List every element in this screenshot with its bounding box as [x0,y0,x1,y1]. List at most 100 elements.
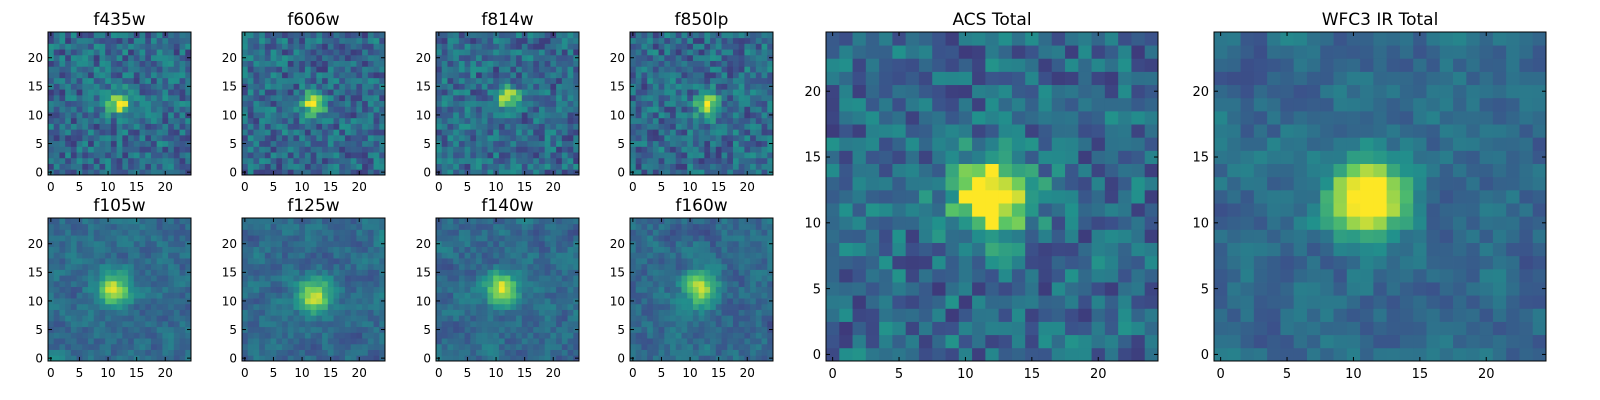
heatmap-cell [185,246,192,253]
heatmap-cell [145,320,152,328]
heatmap-cell [339,146,346,153]
heatmap-cell [721,355,728,362]
heatmap-cell [470,218,477,225]
heatmap-cell [441,163,448,170]
heatmap-cell [93,303,100,310]
heatmap-cell [105,269,112,276]
heatmap-cell [664,326,671,333]
heatmap-cell [264,49,271,56]
heatmap-cell [521,240,528,247]
heatmap-cell [470,258,477,265]
heatmap-cell [282,315,289,322]
heatmap-cell [53,332,60,339]
heatmap-cell [664,77,671,84]
heatmap-cell [573,229,580,236]
heatmap-cell [356,157,363,164]
heatmap-cell [767,100,774,107]
heatmap-cell [287,157,294,164]
heatmap-cell [510,112,517,119]
heatmap-cell [550,134,557,142]
heatmap-cell [344,123,352,130]
heatmap-cell [521,49,528,56]
heatmap-cell [556,146,563,153]
heatmap-cell [527,292,534,299]
heatmap-cell [259,240,266,247]
heatmap-cell [481,280,488,288]
heatmap-cell [687,280,694,288]
heatmap-cell [567,146,574,153]
heatmap-cell [664,332,671,339]
heatmap-cell [53,315,60,322]
heatmap-cell [476,146,483,153]
heatmap-cell [293,152,300,159]
heatmap-cell [116,83,123,90]
heatmap-cell [561,49,568,56]
heatmap-cell [116,140,123,147]
heatmap-cell [561,37,568,44]
heatmap-cell [744,106,751,113]
heatmap-cell [698,332,705,339]
heatmap-cell [253,349,260,356]
heatmap-cell [464,43,471,50]
heatmap-cell [327,49,334,56]
heatmap-cell [304,94,312,102]
heatmap-cell [276,163,283,170]
heatmap-cell [133,320,140,328]
heatmap-cell [453,229,460,236]
heatmap-cell [168,140,175,147]
heatmap-cell [333,252,340,259]
heatmap-cell [322,134,329,142]
heatmap-cell [476,54,483,61]
heatmap-cell [247,100,254,107]
heatmap-cell [48,134,55,142]
heatmap-cell [635,134,642,142]
heatmap-cell [516,123,523,130]
heatmap-cell [658,338,665,345]
heatmap-cell [516,326,523,333]
heatmap-cell [116,223,123,230]
heatmap-cell [561,129,568,136]
heatmap-cell [179,252,186,259]
heatmap-cell [327,77,334,84]
heatmap-cell [362,117,369,124]
heatmap-cell [476,123,483,130]
heatmap-cell [293,223,300,230]
heatmap-cell [476,37,483,44]
heatmap-cell [287,112,294,119]
heatmap-cell [476,252,483,259]
heatmap-cell [304,129,312,136]
heatmap-cell [179,246,186,253]
heatmap-cell [65,129,72,136]
heatmap-cell [767,309,774,316]
heatmap-cell [692,49,700,56]
y-tick-label: 0 [423,351,431,365]
heatmap-cell [70,129,77,136]
heatmap-cell [481,292,488,299]
heatmap-cell [310,140,317,147]
heatmap-cell [681,146,688,153]
heatmap-cell [641,129,648,136]
heatmap-cell [652,269,659,276]
heatmap-cell [299,60,306,67]
heatmap-cell [362,235,369,242]
heatmap-cell [527,349,534,356]
heatmap-cell [664,83,671,90]
heatmap-cell [498,303,506,310]
heatmap-cell [122,106,129,113]
heatmap-cell [761,83,768,90]
heatmap-cell [664,60,671,67]
heatmap-cell [476,258,483,265]
heatmap-cell [630,134,637,142]
heatmap-cell [333,117,340,124]
heatmap-cell [379,129,386,136]
heatmap-cell [70,163,77,170]
heatmap-cell [510,263,517,270]
heatmap-cell [362,157,369,164]
heatmap-cell [70,292,77,299]
heatmap-cell [761,89,768,96]
heatmap-cell [516,315,523,322]
heatmap-cell [670,54,677,61]
heatmap-cell [264,54,271,61]
heatmap-cell [156,152,163,159]
heatmap-cell [715,129,722,136]
